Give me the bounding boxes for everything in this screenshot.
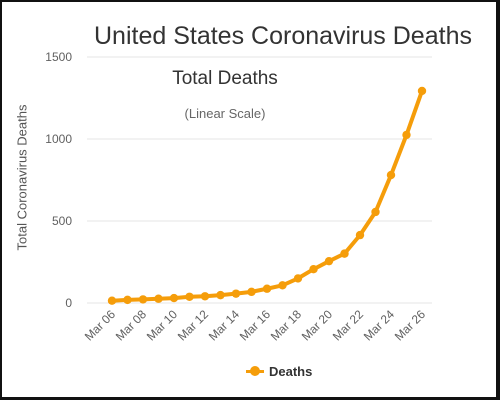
- data-point[interactable]: [386, 170, 396, 180]
- data-point[interactable]: [278, 281, 287, 290]
- data-point[interactable]: [154, 294, 163, 303]
- legend-swatch-icon: [246, 364, 264, 378]
- x-tick-label: Mar 24: [361, 307, 398, 344]
- data-point[interactable]: [371, 207, 380, 217]
- data-point[interactable]: [138, 295, 148, 304]
- data-point[interactable]: [169, 293, 179, 303]
- x-tick-label: Mar 18: [268, 307, 305, 344]
- gridlines: [87, 56, 432, 304]
- x-tick-label: Mar 26: [392, 307, 429, 344]
- data-point[interactable]: [293, 274, 303, 283]
- data-point[interactable]: [200, 292, 210, 301]
- legend[interactable]: Deaths: [246, 362, 312, 380]
- data-point[interactable]: [247, 287, 256, 297]
- x-tick-label: Mar 08: [113, 307, 150, 344]
- y-tick-label: 500: [52, 214, 72, 228]
- series-line-deaths: [110, 88, 424, 303]
- data-point[interactable]: [355, 230, 365, 240]
- data-point[interactable]: [107, 296, 117, 305]
- data-point[interactable]: [324, 256, 334, 266]
- y-tick-label: 0: [65, 296, 72, 310]
- data-point[interactable]: [340, 249, 349, 258]
- x-tick-label: Mar 14: [206, 307, 243, 344]
- x-tick-label: Mar 16: [237, 307, 274, 344]
- x-tick-label: Mar 12: [175, 307, 212, 344]
- y-axis-ticks: 0 500 1000 1500: [45, 50, 72, 310]
- data-point[interactable]: [216, 290, 225, 300]
- data-point[interactable]: [417, 86, 427, 96]
- data-point[interactable]: [402, 130, 411, 140]
- data-point[interactable]: [309, 265, 318, 274]
- x-tick-label: Mar 22: [330, 307, 367, 344]
- y-tick-label: 1000: [45, 132, 72, 146]
- series-deaths: [107, 86, 427, 305]
- chart-title: Total Deaths: [172, 68, 278, 89]
- y-tick-label: 1500: [45, 50, 72, 64]
- data-point[interactable]: [185, 292, 194, 301]
- data-point[interactable]: [123, 295, 132, 305]
- x-tick-label: Mar 06: [82, 307, 119, 344]
- legend-label: Deaths: [269, 363, 313, 379]
- x-tick-label: Mar 10: [144, 307, 181, 344]
- x-tick-label: Mar 20: [299, 307, 336, 344]
- page-title: United States Coronavirus Deaths: [94, 22, 472, 50]
- chart-subtitle: (Linear Scale): [184, 106, 266, 121]
- data-point[interactable]: [262, 284, 272, 293]
- data-point[interactable]: [231, 289, 241, 298]
